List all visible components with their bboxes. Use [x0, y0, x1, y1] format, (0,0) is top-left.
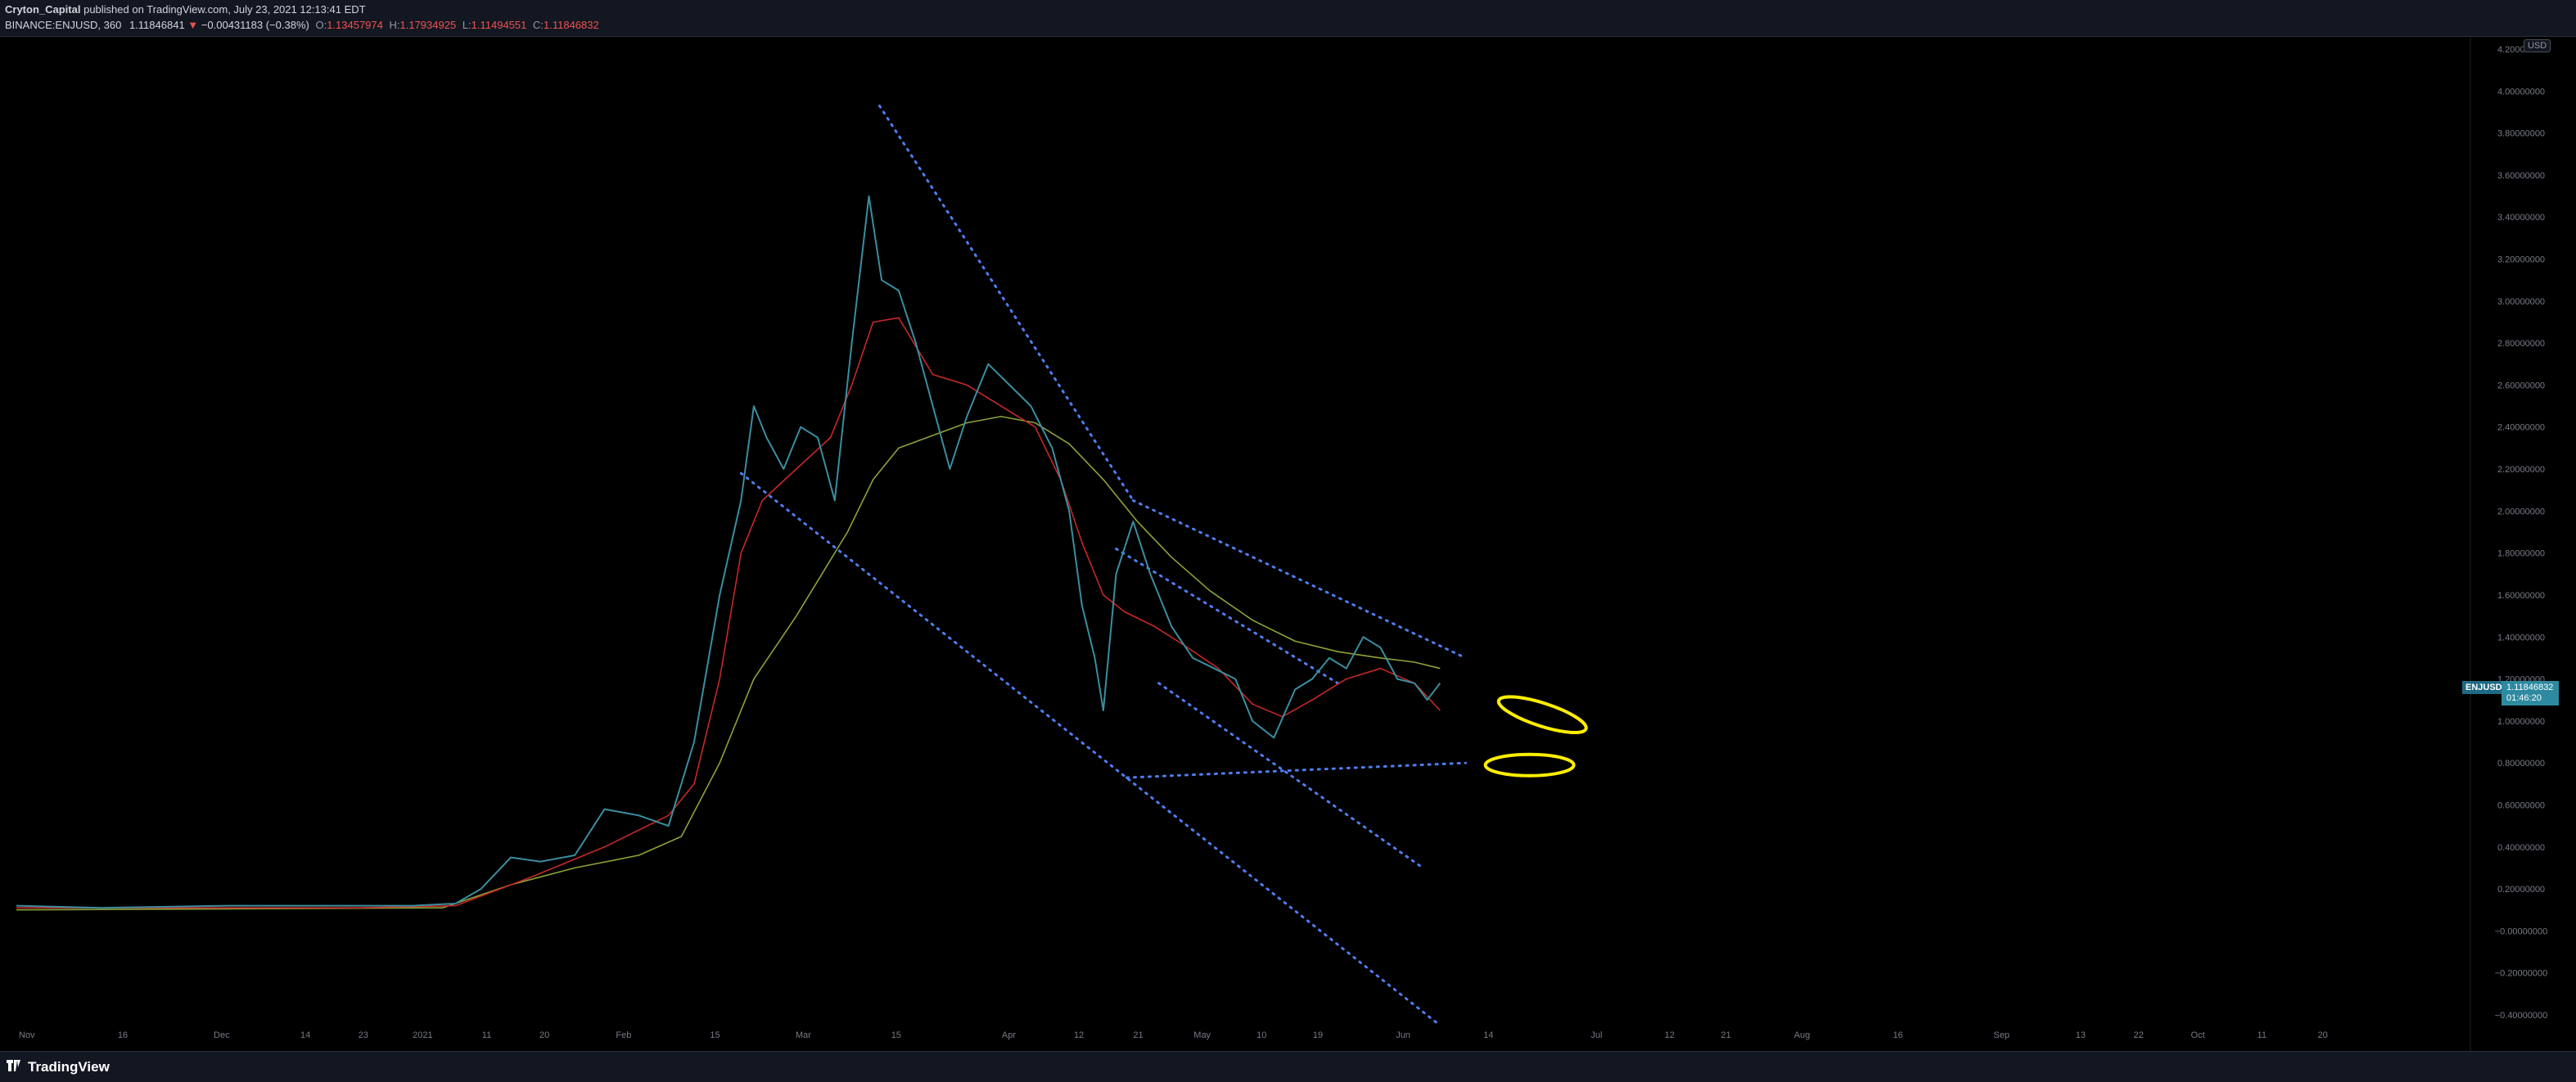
x-tick-label: 21 [1721, 1030, 1730, 1040]
x-tick-label: Sep [1993, 1030, 2010, 1040]
x-tick-label: Dec [214, 1030, 230, 1040]
open-value: 1.13457974 [327, 19, 383, 31]
y-tick-label: 3.00000000 [2497, 297, 2545, 307]
trendline [1131, 499, 1468, 660]
x-tick-label: 21 [1133, 1030, 1143, 1040]
x-tick-label: 23 [359, 1030, 368, 1040]
y-tick-label: 0.60000000 [2497, 800, 2545, 810]
y-tick-label: 1.00000000 [2497, 717, 2545, 727]
price-line [16, 195, 1441, 909]
y-tick-label: 2.40000000 [2497, 423, 2545, 433]
highlight-layer [1483, 695, 1588, 778]
price-axis[interactable]: 4.200000004.000000003.800000003.60000000… [2495, 45, 2548, 1021]
y-tick-label: 3.40000000 [2497, 213, 2545, 223]
symbol-info: BINANCE:ENJUSD, 360 1.11846841 ▼ −0.0043… [5, 19, 599, 31]
trendline-layer [739, 104, 1468, 1027]
highlight-ellipse [1496, 695, 1588, 735]
y-tick-label: 2.60000000 [2497, 381, 2545, 390]
y-tick-label: 0.80000000 [2497, 759, 2545, 769]
x-tick-label: 13 [2076, 1030, 2086, 1040]
y-tick-label: 0.40000000 [2497, 843, 2545, 853]
x-tick-label: 22 [2133, 1030, 2143, 1040]
x-tick-label: Nov [19, 1030, 35, 1040]
x-tick-label: May [1193, 1030, 1211, 1040]
x-tick-label: 10 [1256, 1030, 1266, 1040]
close-value: 1.11846832 [544, 19, 599, 31]
x-tick-label: 15 [891, 1030, 901, 1040]
symbol-name[interactable]: BINANCE:ENJUSD, 360 [5, 19, 122, 31]
x-tick-label: 19 [1313, 1030, 1323, 1040]
tradingview-icon [7, 1059, 23, 1075]
chart-header: Cryton_Capital published on TradingView.… [0, 0, 2576, 37]
highlight-ellipse [1483, 752, 1576, 778]
x-tick-label: 14 [1483, 1030, 1493, 1040]
tradingview-logo[interactable]: TradingView [7, 1059, 110, 1075]
y-tick-label: 1.40000000 [2497, 633, 2545, 642]
y-tick-label: 1.60000000 [2497, 591, 2545, 601]
last-price: 1.11846841 [129, 19, 185, 31]
trendline [739, 471, 1441, 1027]
trendline [1126, 761, 1468, 779]
y-tick-label: 0.20000000 [2497, 885, 2545, 895]
published-text: published on TradingView.com, July 23, 2… [83, 3, 366, 16]
y-tick-label: 2.00000000 [2497, 507, 2545, 516]
x-tick-label: 12 [1074, 1030, 1084, 1040]
y-tick-label: −0.40000000 [2495, 1011, 2548, 1021]
y-tick-label: 2.80000000 [2497, 339, 2545, 349]
trendline [1157, 682, 1424, 869]
time-axis[interactable]: Nov 16 Dec 14 23 2021 11 20 Feb 15 Mar 15 Apr 12 21 May… [19, 1030, 2328, 1040]
last-price-tag: 1.11846832 01:46:20 [2502, 681, 2559, 706]
ma_slow-line [16, 416, 1441, 911]
price-change: −0.00431183 (−0.38%) [201, 19, 309, 31]
x-tick-label: 16 [1893, 1030, 1903, 1040]
trendline [1115, 548, 1339, 685]
bar-countdown: 01:46:20 [2506, 693, 2542, 703]
x-tick-label: 15 [710, 1030, 720, 1040]
x-tick-label: Oct [2191, 1030, 2205, 1040]
y-tick-label: 1.80000000 [2497, 549, 2545, 559]
high-value: 1.17934925 [399, 19, 457, 31]
x-tick-label: 20 [2318, 1030, 2328, 1040]
x-tick-label: Feb [616, 1030, 631, 1040]
y-tick-label: 3.20000000 [2497, 255, 2545, 265]
y-tick-label: −0.20000000 [2495, 969, 2548, 979]
x-tick-label: 14 [300, 1030, 310, 1040]
ma_fast-line [16, 317, 1441, 908]
x-tick-label: Apr [1002, 1030, 1016, 1040]
x-tick-label: 20 [539, 1030, 549, 1040]
publish-info: Cryton_Capital published on TradingView.… [5, 3, 366, 16]
x-tick-label: 2021 [413, 1030, 432, 1040]
low-label: L: [462, 19, 471, 31]
currency-badge[interactable]: USD [2524, 39, 2551, 52]
x-tick-label: Mar [796, 1030, 811, 1040]
trendline [877, 104, 1135, 503]
y-tick-label: 3.80000000 [2497, 129, 2545, 139]
x-tick-label: Jul [1590, 1030, 1602, 1040]
symbol-price-tag: ENJUSD [2462, 681, 2506, 694]
series-layer [16, 195, 1441, 911]
y-tick-label: 2.20000000 [2497, 465, 2545, 475]
last-price-value: 1.11846832 [2506, 683, 2554, 692]
x-tick-label: Jun [1396, 1030, 1410, 1040]
x-tick-label: 11 [2258, 1030, 2267, 1040]
brand-name: TradingView [28, 1059, 110, 1075]
x-tick-label: Aug [1794, 1030, 1811, 1040]
high-label: H: [389, 19, 400, 31]
x-tick-label: 16 [118, 1030, 128, 1040]
y-tick-label: −0.00000000 [2495, 926, 2548, 936]
y-tick-label: 3.60000000 [2497, 171, 2545, 181]
open-label: O: [315, 19, 327, 31]
close-label: C: [533, 19, 544, 31]
change-arrow-icon: ▼ [187, 19, 199, 31]
x-tick-label: 12 [1665, 1030, 1675, 1040]
footer-bar: TradingView [0, 1051, 2576, 1082]
x-tick-label: 11 [482, 1030, 491, 1040]
low-value: 1.11494551 [471, 19, 527, 31]
publisher-name[interactable]: Cryton_Capital [5, 3, 81, 16]
y-tick-label: 4.00000000 [2497, 87, 2545, 97]
